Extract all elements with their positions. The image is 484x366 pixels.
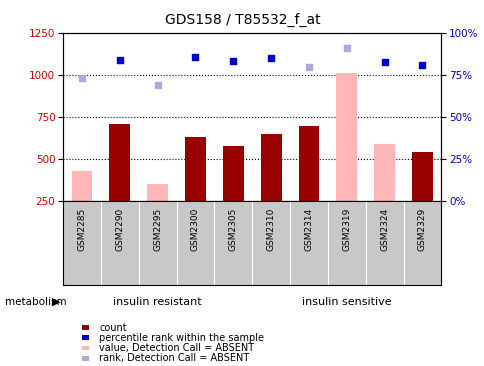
Bar [72,171,92,201]
Text: percentile rank within the sample: percentile rank within the sample [99,333,264,343]
Text: insulin sensitive: insulin sensitive [302,297,391,307]
Text: GSM2310: GSM2310 [266,208,275,251]
Point [229,58,237,64]
Point [304,64,312,70]
Bar [109,124,130,201]
Bar [223,146,243,201]
Text: GSM2300: GSM2300 [191,208,199,251]
Bar [147,184,167,201]
Bar [336,73,356,201]
Text: GSM2290: GSM2290 [115,208,124,251]
Bar [374,144,394,201]
Bar [260,134,281,201]
Bar [185,137,205,201]
Text: insulin resistant: insulin resistant [113,297,201,307]
Point [267,55,274,61]
Text: GDS158 / T85532_f_at: GDS158 / T85532_f_at [165,13,319,27]
Bar [298,126,318,201]
Text: rank, Detection Call = ABSENT: rank, Detection Call = ABSENT [99,353,249,363]
Text: GSM2314: GSM2314 [304,208,313,251]
Text: ▶: ▶ [51,297,60,307]
Point [342,45,350,51]
Text: GSM2285: GSM2285 [77,208,86,251]
Text: GSM2329: GSM2329 [417,208,426,251]
Text: GSM2324: GSM2324 [379,208,388,251]
Point [418,62,425,68]
Text: value, Detection Call = ABSENT: value, Detection Call = ABSENT [99,343,254,353]
Point [153,82,161,88]
Point [78,75,86,81]
Text: GSM2305: GSM2305 [228,208,237,251]
Text: metabolism: metabolism [5,297,66,307]
Bar [411,153,432,201]
Point [191,53,199,59]
Point [380,59,388,64]
Text: GSM2295: GSM2295 [153,208,162,251]
Text: count: count [99,322,127,333]
Point [116,57,123,63]
Text: GSM2319: GSM2319 [342,208,350,251]
